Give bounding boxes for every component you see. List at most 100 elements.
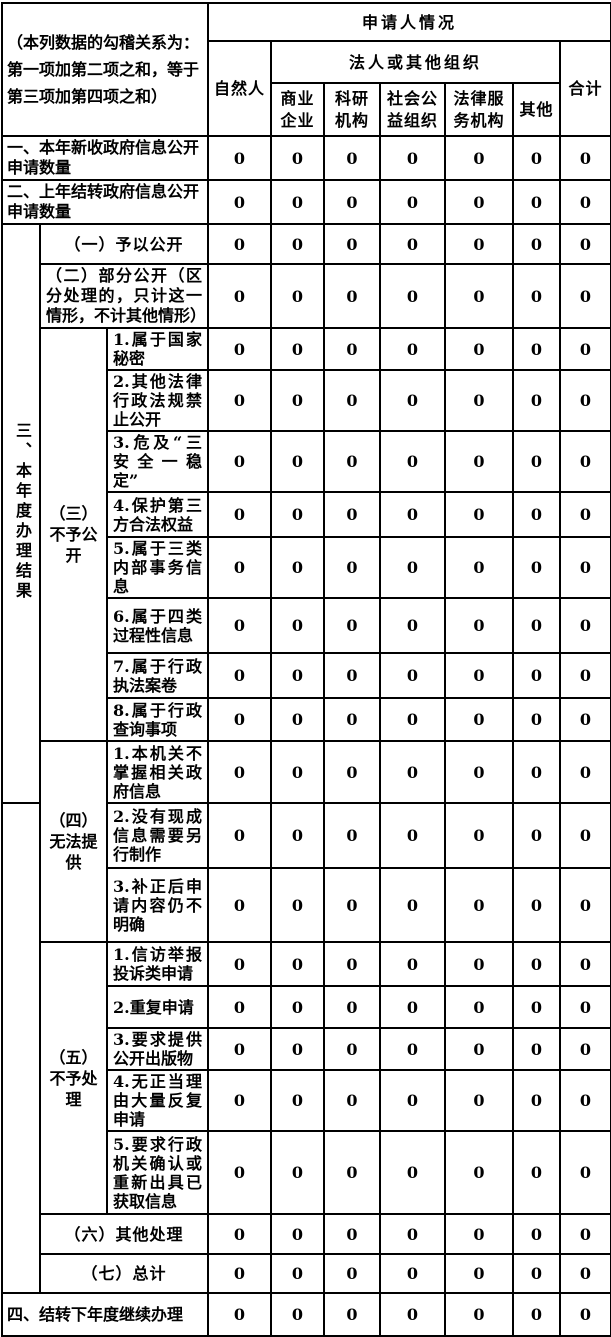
value-cell: 0 <box>444 1292 514 1337</box>
value-cell: 0 <box>323 1069 381 1132</box>
value-cell: 0 <box>444 1213 514 1255</box>
row-label-petition-complaint: 1.信访举报投诉类申请 <box>106 941 209 987</box>
value-cell: 0 <box>444 327 514 371</box>
value-cell: 0 <box>444 597 514 654</box>
value-cell: 0 <box>323 430 381 493</box>
org-type-other-header: 其他 <box>512 82 561 137</box>
value-cell: 0 <box>207 1130 272 1215</box>
value-cell: 0 <box>559 135 611 181</box>
value-cell: 0 <box>444 1253 514 1294</box>
value-cell: 0 <box>379 1213 446 1255</box>
value-cell: 0 <box>512 369 561 432</box>
value-cell: 0 <box>270 652 325 699</box>
value-cell: 0 <box>512 263 561 329</box>
value-cell: 0 <box>379 597 446 654</box>
value-cell: 0 <box>323 1130 381 1215</box>
value-cell: 0 <box>379 430 446 493</box>
row-label-new-requests: 一、本年新收政府信息公开申请数量 <box>1 135 209 181</box>
value-cell: 0 <box>207 135 272 181</box>
row-label-third-party-rights: 4.保护第三方合法权益 <box>106 491 209 538</box>
value-cell: 0 <box>270 597 325 654</box>
value-cell: 0 <box>207 867 272 943</box>
value-cell: 0 <box>379 536 446 599</box>
value-cell: 0 <box>207 1213 272 1255</box>
value-cell: 0 <box>270 430 325 493</box>
value-cell: 0 <box>323 1292 381 1337</box>
natural-person-header: 自然人 <box>207 40 272 137</box>
value-cell: 0 <box>512 1130 561 1215</box>
value-cell: 0 <box>207 369 272 432</box>
row-label-partially-granted: （二）部分公开（区分处理的，只计这一情形，不计其他情形） <box>39 263 209 329</box>
value-cell: 0 <box>559 1292 611 1337</box>
value-cell: 0 <box>379 369 446 432</box>
value-cell: 0 <box>512 536 561 599</box>
value-cell: 0 <box>379 491 446 538</box>
value-cell: 0 <box>559 536 611 599</box>
value-cell: 0 <box>444 430 514 493</box>
value-cell: 0 <box>379 263 446 329</box>
value-cell: 0 <box>207 697 272 742</box>
value-cell: 0 <box>559 430 611 493</box>
value-cell: 0 <box>323 941 381 987</box>
value-cell: 0 <box>207 652 272 699</box>
value-cell: 0 <box>512 652 561 699</box>
value-cell: 0 <box>559 1027 611 1071</box>
value-cell: 0 <box>207 179 272 225</box>
value-cell: 0 <box>559 1253 611 1294</box>
value-cell: 0 <box>444 1069 514 1132</box>
org-type-public-welfare-header: 社会公益组织 <box>379 82 446 137</box>
reconciliation-note: （本列数据的勾稽关系为：第一项加第二项之和，等于第三项加第四项之和） <box>1 2 209 137</box>
section3-vertical-text: 三、本年度办理结果 <box>13 421 32 602</box>
value-cell: 0 <box>207 263 272 329</box>
value-cell: 0 <box>270 1213 325 1255</box>
value-cell: 0 <box>323 1253 381 1294</box>
org-type-research-header: 科研机构 <box>323 82 381 137</box>
value-cell: 0 <box>512 430 561 493</box>
row-label-other-handling: （六）其他处理 <box>39 1213 209 1255</box>
value-cell: 0 <box>323 697 381 742</box>
value-cell: 0 <box>323 1213 381 1255</box>
value-cell: 0 <box>270 740 325 804</box>
value-cell: 0 <box>444 263 514 329</box>
value-cell: 0 <box>270 135 325 181</box>
value-cell: 0 <box>559 867 611 943</box>
value-cell: 0 <box>559 369 611 432</box>
value-cell: 0 <box>270 263 325 329</box>
value-cell: 0 <box>444 179 514 225</box>
value-cell: 0 <box>379 179 446 225</box>
value-cell: 0 <box>323 652 381 699</box>
value-cell: 0 <box>323 1027 381 1071</box>
value-cell: 0 <box>323 135 381 181</box>
value-cell: 0 <box>512 1253 561 1294</box>
value-cell: 0 <box>323 867 381 943</box>
value-cell: 0 <box>207 536 272 599</box>
value-cell: 0 <box>444 652 514 699</box>
value-cell: 0 <box>379 1130 446 1215</box>
value-cell: 0 <box>444 985 514 1029</box>
value-cell: 0 <box>559 597 611 654</box>
value-cell: 0 <box>207 223 272 265</box>
row-label-unjustified-repeated: 4.无正当理由大量反复申请 <box>106 1069 209 1132</box>
value-cell: 0 <box>379 1027 446 1071</box>
value-cell: 0 <box>323 223 381 265</box>
value-cell: 0 <box>444 867 514 943</box>
value-cell: 0 <box>207 597 272 654</box>
value-cell: 0 <box>379 652 446 699</box>
value-cell: 0 <box>323 179 381 225</box>
value-cell: 0 <box>559 740 611 804</box>
value-cell: 0 <box>379 223 446 265</box>
value-cell: 0 <box>559 223 611 265</box>
value-cell: 0 <box>512 740 561 804</box>
value-cell: 0 <box>512 697 561 742</box>
value-cell: 0 <box>207 802 272 869</box>
value-cell: 0 <box>270 1253 325 1294</box>
value-cell: 0 <box>270 985 325 1029</box>
row-label-granted: （一）予以公开 <box>39 223 209 265</box>
value-cell: 0 <box>323 740 381 804</box>
row-label-not-held: 1.本机关不掌握相关政府信息 <box>106 740 209 804</box>
value-cell: 0 <box>559 1130 611 1215</box>
value-cell: 0 <box>444 1130 514 1215</box>
value-cell: 0 <box>559 1069 611 1132</box>
value-cell: 0 <box>379 1253 446 1294</box>
